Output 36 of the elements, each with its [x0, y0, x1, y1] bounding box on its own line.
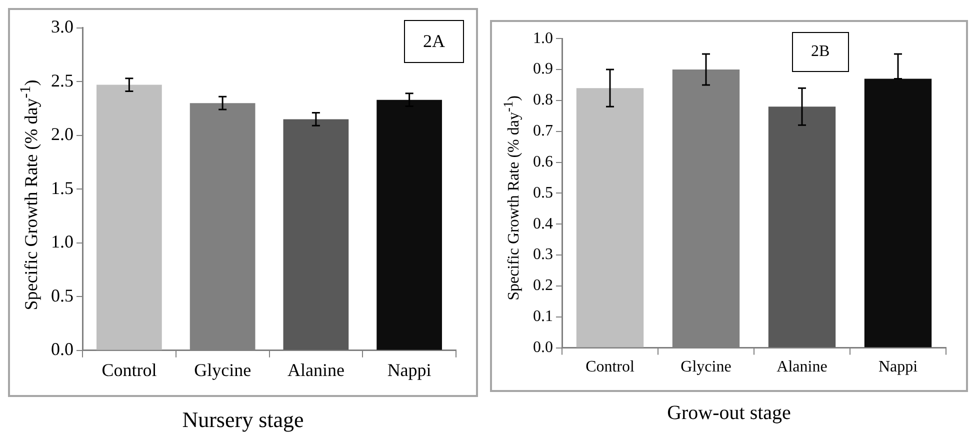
y-tick-label: 2.5	[51, 70, 74, 90]
bar	[96, 84, 162, 350]
y-tick-label: 0.5	[533, 184, 553, 202]
bar	[864, 78, 932, 348]
y-tick-label: 0.3	[533, 246, 553, 264]
y-tick-label: 1.0	[533, 30, 553, 47]
annotation: 2A	[404, 20, 464, 63]
y-tick-label: 0.2	[533, 277, 553, 294]
x-tick-label: Control	[102, 360, 157, 380]
y-tick-label: 0.0	[533, 339, 553, 356]
x-tick-label: Glycine	[680, 358, 732, 376]
x-tick-label: Alanine	[776, 358, 828, 376]
x-tick-label: Nappi	[387, 360, 432, 380]
y-tick-label: 0.4	[533, 215, 553, 232]
y-tick-label: 0.8	[533, 92, 553, 109]
x-tick-label: Nappi	[878, 358, 918, 376]
y-tick-label: 1.5	[51, 178, 74, 198]
x-tick-label: Glycine	[194, 360, 252, 380]
x-tick-label: Alanine	[287, 360, 344, 380]
y-tick-label: 0.0	[51, 339, 74, 360]
y-tick-label: 2.0	[51, 124, 74, 144]
y-tick-label: 0.6	[533, 153, 553, 170]
bar	[768, 106, 836, 348]
y-tick-label: 0.7	[533, 122, 553, 140]
y-tick-label: 1.0	[51, 232, 74, 252]
y-tick-label: 0.9	[533, 60, 553, 78]
x-axis-title: Grow-out stage	[666, 402, 792, 425]
bar	[576, 88, 644, 348]
y-tick-label: 0.1	[533, 308, 553, 326]
x-axis-title: Nursery stage	[181, 407, 305, 433]
x-tick-label: Control	[586, 358, 635, 376]
bar	[283, 119, 349, 350]
annotation: 2B	[792, 32, 849, 72]
bar	[376, 100, 442, 350]
y-tick-label: 0.5	[51, 285, 74, 306]
y-tick-label: 3.0	[51, 16, 74, 37]
